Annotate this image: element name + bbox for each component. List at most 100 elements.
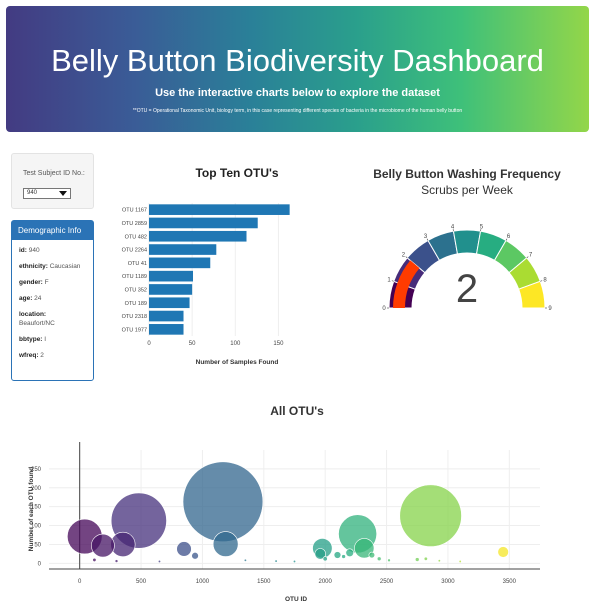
demographic-row: wfreq: 2 xyxy=(19,351,93,360)
bubble-point xyxy=(341,554,346,559)
bar xyxy=(149,217,258,229)
bubble-point xyxy=(333,551,342,559)
bar-x-tick-label: 100 xyxy=(230,341,241,347)
bar-category-label: OTU 2264 xyxy=(122,248,147,254)
bubble-point xyxy=(176,541,192,557)
chevron-down-icon xyxy=(59,191,67,196)
demographic-row: bbtype: I xyxy=(19,335,93,344)
demographic-row: age: 24 xyxy=(19,294,93,303)
bar-category-label: OTU 482 xyxy=(125,234,147,240)
bar xyxy=(149,270,194,282)
bubble-x-tick-label: 0 xyxy=(78,579,82,585)
bubble-point xyxy=(497,546,509,558)
bubble-point xyxy=(114,559,119,563)
gauge-step xyxy=(518,280,546,309)
page-subtitle: Use the interactive charts below to expl… xyxy=(155,87,440,99)
bubble-x-tick-label: 3500 xyxy=(503,579,517,585)
demographic-value: Caucasian xyxy=(47,263,81,270)
gauge-tick-label: 0 xyxy=(382,306,386,312)
demographic-key: location: xyxy=(19,311,47,318)
gauge-tick-label: 6 xyxy=(507,234,511,240)
demographic-value: 940 xyxy=(26,247,40,254)
bar xyxy=(149,257,211,269)
bubble-y-tick-label: 150 xyxy=(31,505,42,511)
bubble-point xyxy=(314,548,326,560)
gauge-tick xyxy=(391,280,394,282)
bubble-point xyxy=(92,557,97,562)
bubble-y-axis-title: Number of each OTU found xyxy=(28,467,35,552)
demographic-key: id: xyxy=(19,247,27,254)
gauge-tick-label: 1 xyxy=(387,278,391,284)
bubble-y-tick-label: 100 xyxy=(31,524,42,530)
page-title: Belly Button Biodiversity Dashboard xyxy=(51,43,544,78)
demographic-value: 24 xyxy=(32,295,42,302)
bar xyxy=(149,230,247,242)
bar-category-label: OTU 1977 xyxy=(122,327,147,333)
bar-x-tick-label: 50 xyxy=(189,341,196,347)
gauge-tick xyxy=(526,256,529,259)
bar-category-label: OTU 41 xyxy=(128,261,147,267)
bubble-point xyxy=(368,551,376,559)
bubble-point xyxy=(91,533,115,558)
bar xyxy=(149,310,184,322)
bar-category-label: OTU 1189 xyxy=(122,274,147,280)
bubble-x-tick-label: 3000 xyxy=(441,579,455,585)
bubble-y-tick-label: 250 xyxy=(31,467,42,473)
gauge-tick-label: 2 xyxy=(402,253,406,259)
gauge-subtitle: Scrubs per Week xyxy=(421,183,514,197)
bar-x-tick-label: 150 xyxy=(273,341,284,347)
bubble-point xyxy=(354,538,375,559)
bubble-point xyxy=(387,558,391,563)
bubble-x-tick-label: 2500 xyxy=(380,579,394,585)
bar-x-tick-label: 0 xyxy=(147,341,151,347)
bar-x-axis-title: Number of Samples Found xyxy=(196,359,279,366)
subject-id-select[interactable]: 940 xyxy=(23,188,71,199)
gauge-tick-label: 9 xyxy=(548,306,552,312)
bubble-point xyxy=(243,558,247,562)
top-ten-bar-chart[interactable]: Top Ten OTU's 0 50 100 150 OTU 1167 OTU 2859 OT… xyxy=(100,158,350,373)
bubble-point xyxy=(414,557,420,562)
demographic-key: bbtype: xyxy=(19,336,43,343)
bubble-x-tick-label: 2000 xyxy=(319,579,333,585)
gauge-tick-label: 3 xyxy=(424,234,428,240)
bar xyxy=(149,204,290,215)
bubble-point xyxy=(376,556,382,562)
gauge-tick xyxy=(540,280,543,282)
gauge-value-bar xyxy=(393,260,420,308)
demographic-key: ethnicity: xyxy=(19,263,48,270)
bar-category-label: OTU 2318 xyxy=(122,314,147,320)
demographic-row: gender: F xyxy=(19,278,93,287)
gauge-tick-label: 8 xyxy=(543,278,547,284)
bubble-point xyxy=(157,559,162,563)
demographic-value: Beaufort/NC xyxy=(19,320,55,327)
bubble-x-tick-label: 1500 xyxy=(257,579,271,585)
otu-note: **OTU = Operational Taxonomic Unit, biol… xyxy=(132,108,463,114)
gauge-value-label: 2 xyxy=(456,267,478,311)
bar-category-label: OTU 352 xyxy=(125,287,147,293)
bar-chart-title: Top Ten OTU's xyxy=(195,166,278,180)
demographic-body: id: 940 ethnicity: Caucasian gender: F age:… xyxy=(12,240,93,360)
bubble-point xyxy=(191,552,199,560)
subject-selector-label: Test Subject ID No.: xyxy=(23,170,85,177)
bubble-point xyxy=(458,559,462,563)
bubble-point xyxy=(437,559,441,563)
gauge-tick xyxy=(505,238,508,241)
bar-category-label: OTU 189 xyxy=(125,301,147,307)
gauge-tick xyxy=(426,238,429,241)
bubble-point xyxy=(274,559,278,563)
bubble-y-tick-label: 200 xyxy=(31,486,42,492)
demographic-key: age: xyxy=(19,295,33,302)
bar xyxy=(149,324,184,335)
bubble-x-tick-label: 500 xyxy=(136,579,147,585)
bubble-point xyxy=(399,484,462,547)
bar-category-label: OTU 2859 xyxy=(122,221,147,227)
subject-selector-panel: Test Subject ID No.: 940 xyxy=(11,153,94,209)
demographic-value: I xyxy=(42,336,47,343)
gauge-tick xyxy=(405,256,408,259)
demographic-value: F xyxy=(42,279,49,286)
washing-frequency-gauge[interactable]: Belly Button Washing Frequency Scrubs per… xyxy=(350,158,590,328)
bubble-x-axis-title: OTU ID xyxy=(285,596,307,603)
demographic-title: Demographic Info xyxy=(12,221,93,240)
bubble-point xyxy=(182,461,264,542)
